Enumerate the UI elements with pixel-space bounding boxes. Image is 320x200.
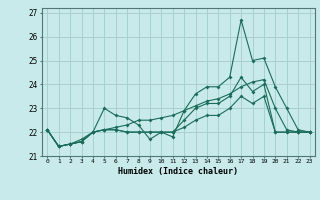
X-axis label: Humidex (Indice chaleur): Humidex (Indice chaleur) (118, 167, 238, 176)
